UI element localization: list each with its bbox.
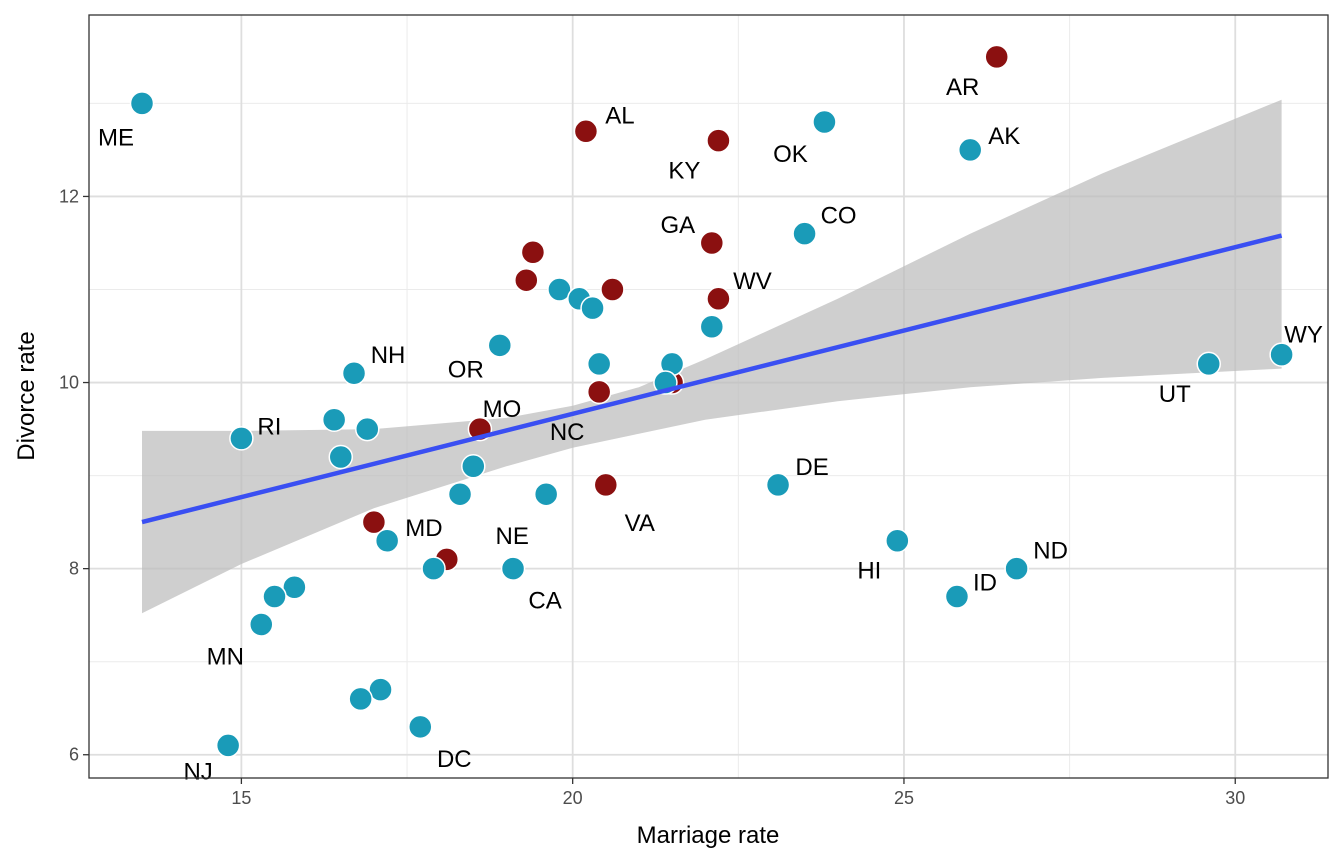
data-point: [984, 44, 1009, 70]
point-label-ca: CA: [528, 588, 561, 615]
point-label-wy: WY: [1284, 322, 1323, 349]
data-point: [348, 686, 373, 712]
y-axis-title: Divorce rate: [13, 331, 40, 460]
data-point: [341, 360, 367, 386]
data-point: [699, 314, 725, 339]
data-point: [361, 509, 387, 535]
point-label-nj: NJ: [183, 758, 212, 785]
x-tick-label: 20: [563, 788, 583, 808]
data-point: [706, 286, 731, 312]
data-point: [1269, 342, 1294, 367]
point-label-ga: GA: [660, 212, 695, 239]
y-tick-label: 8: [69, 559, 79, 579]
data-point: [447, 481, 473, 507]
data-point: [580, 295, 605, 321]
data-point: [520, 240, 546, 265]
data-point: [1196, 351, 1221, 377]
point-label-ri: RI: [257, 413, 281, 440]
data-point: [461, 454, 486, 479]
data-point: [812, 109, 837, 135]
x-axis-ticks: 15 20 25 30: [231, 778, 1245, 808]
data-point: [500, 556, 526, 581]
data-point: [129, 91, 155, 116]
data-point: [368, 677, 393, 702]
data-point: [957, 137, 983, 163]
point-label-ky: KY: [668, 158, 700, 185]
point-label-ne: NE: [495, 523, 528, 550]
data-point: [600, 277, 625, 302]
point-label-ut: UT: [1159, 381, 1191, 408]
point-label-id: ID: [973, 570, 997, 597]
data-point: [514, 267, 539, 293]
point-label-nc: NC: [550, 419, 585, 446]
data-point: [328, 444, 354, 470]
point-label-ar: AR: [946, 74, 979, 101]
plot-panel-border: [88, 14, 1329, 779]
data-point: [547, 277, 572, 302]
data-point: [586, 379, 612, 405]
point-label-mn: MN: [207, 643, 244, 670]
data-point: [408, 714, 433, 740]
data-point: [533, 481, 559, 507]
data-point: [249, 612, 274, 637]
x-tick-label: 15: [231, 788, 251, 808]
regression-fit-line: [141, 233, 1283, 525]
point-label-mo: MO: [483, 396, 522, 423]
data-point: [374, 528, 400, 553]
point-label-or: OR: [448, 356, 484, 383]
x-axis-title: Marriage rate: [637, 822, 780, 849]
y-axis-ticks: 6 8 10 12: [59, 186, 89, 765]
data-point: [487, 333, 513, 358]
point-labels: ME RI NH OR MO MD CA MN DC NJ NE VA NC WV GA AL KY OK CO DE…: [98, 74, 1323, 786]
data-point: [573, 119, 599, 144]
data-point: [706, 128, 731, 153]
data-point: [593, 472, 619, 498]
data-point: [944, 584, 970, 609]
y-tick-label: 6: [69, 745, 79, 765]
y-tick-label: 10: [59, 373, 79, 393]
x-tick-label: 25: [894, 788, 914, 808]
data-point: [229, 426, 254, 451]
point-label-ak: AK: [988, 123, 1020, 150]
data-point: [355, 416, 380, 442]
data-points: [129, 44, 1294, 758]
data-point: [262, 584, 287, 609]
point-label-me: ME: [98, 124, 134, 151]
point-label-va: VA: [625, 510, 655, 537]
point-label-nd: ND: [1033, 538, 1068, 565]
data-point: [321, 407, 347, 433]
y-tick-label: 12: [59, 186, 79, 206]
point-label-md: MD: [405, 515, 442, 542]
point-label-hi: HI: [857, 558, 881, 585]
point-label-nh: NH: [371, 342, 406, 369]
point-label-dc: DC: [437, 746, 472, 773]
data-point: [421, 556, 446, 581]
point-label-co: CO: [821, 203, 857, 230]
data-point: [1004, 556, 1029, 581]
regression-line: [141, 233, 1283, 525]
point-label-wv: WV: [733, 268, 772, 295]
data-point: [885, 528, 910, 553]
point-label-al: AL: [605, 102, 634, 129]
confidence-band-area: [142, 99, 1282, 614]
data-point: [586, 351, 612, 377]
data-point: [699, 230, 725, 256]
point-label-de: DE: [795, 454, 828, 481]
data-point: [215, 733, 241, 758]
data-point: [792, 221, 817, 246]
point-label-ok: OK: [773, 141, 808, 168]
x-tick-label: 30: [1225, 788, 1245, 808]
data-point: [765, 472, 791, 498]
data-point: [282, 575, 307, 600]
confidence-band: [142, 99, 1282, 614]
